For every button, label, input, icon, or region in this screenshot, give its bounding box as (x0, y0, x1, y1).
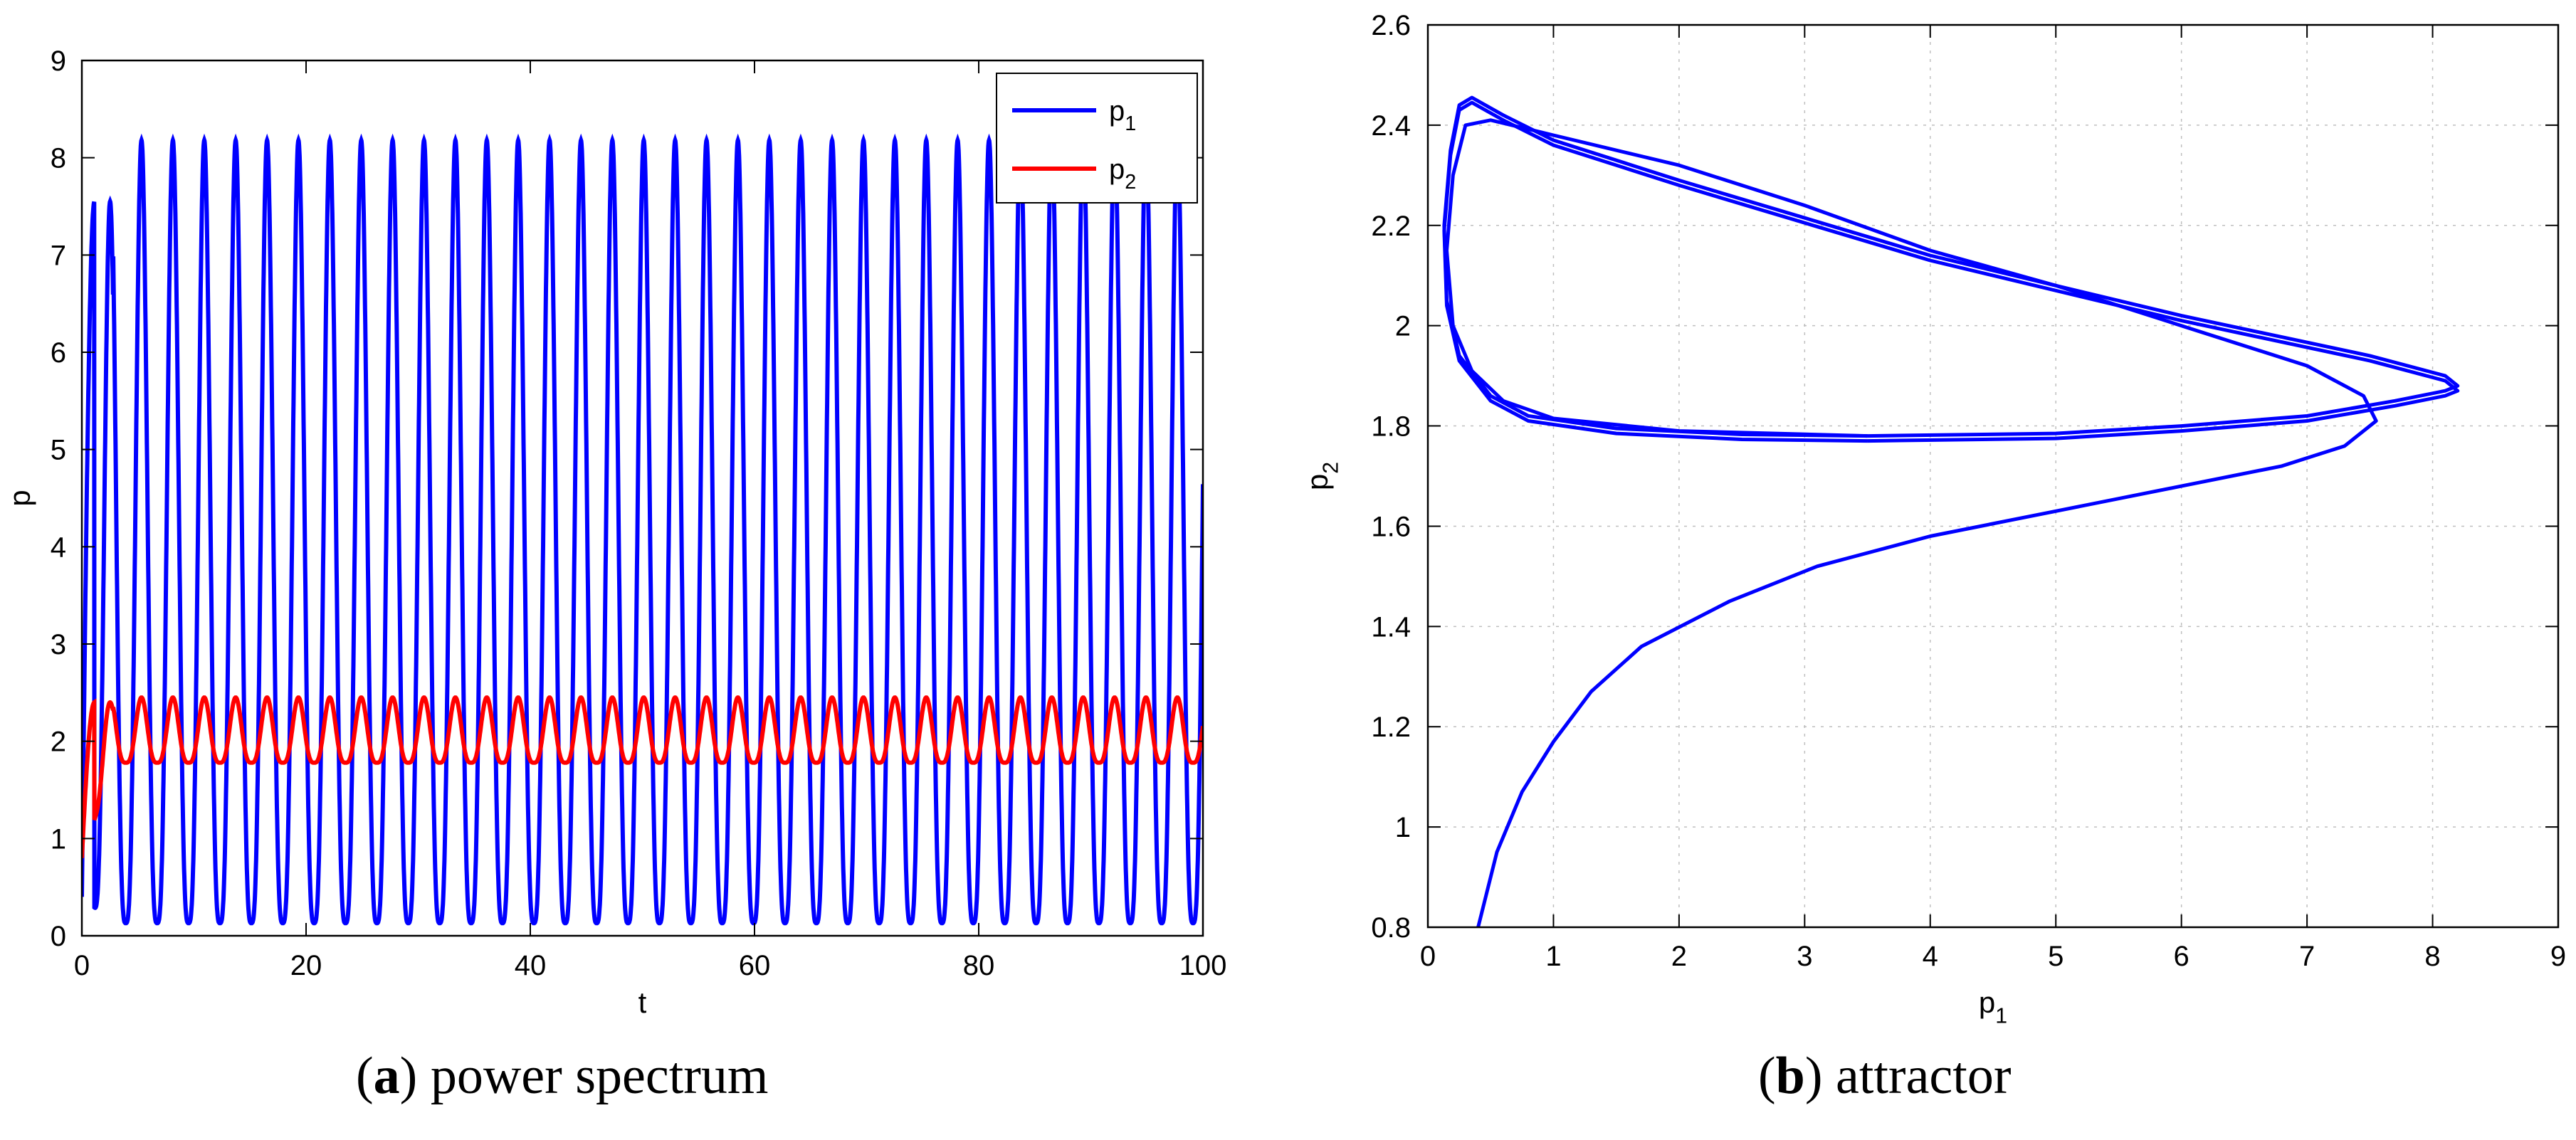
series-p2-line (82, 695, 1203, 858)
caption-a-label: a (373, 1047, 400, 1105)
series-limit-cycle-line-2 (1442, 100, 2460, 443)
chart-a-frame (80, 59, 1204, 937)
caption-b-text: attractor (1835, 1047, 2012, 1105)
chart-b-ytick-label: 1.4 (1371, 611, 1411, 643)
chart-b-xtick-label: 4 (1923, 941, 1938, 972)
chart-a-xtick-label: 40 (515, 950, 547, 981)
chart-a-xlabel: t (638, 986, 647, 1019)
chart-b-frame (1426, 23, 2560, 929)
chart-b-ytick-label: 2 (1395, 311, 1411, 342)
chart-b-plot-area (1442, 95, 2460, 927)
chart-b-ytick-label: 2.2 (1371, 211, 1411, 242)
chart-a-ylabel: p (3, 490, 36, 506)
chart-a-ytick-label: 6 (51, 337, 66, 369)
chart-a-xtick-label: 100 (1179, 950, 1227, 981)
legend-label-p2-sub: 2 (1125, 171, 1136, 194)
chart-b-xtick-label: 9 (2550, 941, 2566, 972)
chart-a-xtick-label: 20 (290, 950, 322, 981)
chart-b-ylabel-base: p (1300, 474, 1334, 490)
chart-a-ytick-label: 7 (51, 240, 66, 271)
chart-b-ytick-label: 0.8 (1371, 912, 1411, 944)
legend-label-p2-base: p (1109, 154, 1125, 185)
chart-a-xtick-label: 0 (74, 950, 90, 981)
chart-b-ylabel-sub: 2 (1320, 462, 1343, 474)
legend-label-p1: p1 (1109, 95, 1136, 135)
chart-a-plot-area (82, 133, 1203, 926)
chart-b-ytick-label: 1.8 (1371, 411, 1411, 443)
legend-label-p1-sub: 1 (1125, 112, 1136, 135)
chart-a-ytick-label: 5 (51, 435, 66, 466)
chart-b-ytick-label: 1.6 (1371, 511, 1411, 542)
series-limit-cycle-line (1442, 95, 2460, 438)
legend-box (996, 73, 1198, 204)
chart-a-ytick-label: 0 (51, 921, 66, 952)
chart-b-xtick-label: 1 (1545, 941, 1561, 972)
chart-a-ytick-label: 9 (51, 46, 66, 77)
chart-b-xlabel: p1 (1979, 986, 2007, 1028)
caption-b-label: b (1775, 1047, 1805, 1105)
chart-a-ytick-label: 3 (51, 629, 66, 660)
chart-b-xtick-label: 7 (2299, 941, 2315, 972)
chart-a-ytick-label: 1 (51, 823, 66, 855)
chart-b-ytick-label: 2.4 (1371, 110, 1411, 142)
chart-b-xtick-label: 3 (1797, 941, 1812, 972)
chart-a-ytick-label: 8 (51, 143, 66, 174)
chart-b-xtick-label: 5 (2048, 941, 2064, 972)
chart-b-xtick-label: 0 (1420, 941, 1436, 972)
chart-b-xtick-label: 6 (2174, 941, 2189, 972)
chart-b-xlabel-sub: 1 (1995, 1005, 2007, 1028)
chart-b-xlabel-base: p (1979, 986, 1995, 1019)
caption-b: (b) attractor (1758, 1047, 2012, 1105)
chart-b-ytick-label: 1 (1395, 812, 1411, 843)
chart-a-xtick-label: 60 (739, 950, 771, 981)
series-p1-line (82, 133, 1203, 926)
chart-b-ytick-label: 1.2 (1371, 712, 1411, 743)
chart-b-ylabel: p2 (1300, 462, 1343, 490)
chart-a-ytick-label: 4 (51, 532, 66, 563)
chart-b-ytick-label: 2.6 (1371, 10, 1411, 41)
caption-a-text: power spectrum (430, 1047, 769, 1105)
chart-a-xtick-label: 80 (963, 950, 995, 981)
caption-a: (a) power spectrum (356, 1047, 769, 1105)
chart-b-xtick-label: 8 (2424, 941, 2440, 972)
series-transient-line (1445, 118, 2378, 927)
legend-label-p2: p2 (1109, 154, 1136, 194)
chart-a-ytick-label: 2 (51, 727, 66, 758)
legend-label-p1-base: p (1109, 95, 1125, 127)
chart-b-xtick-label: 2 (1671, 941, 1687, 972)
